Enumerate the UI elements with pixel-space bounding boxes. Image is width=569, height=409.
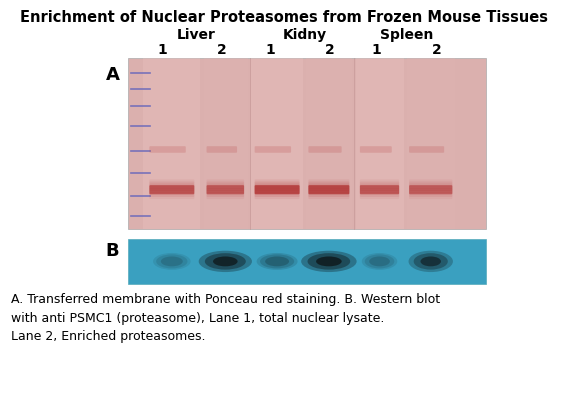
FancyBboxPatch shape — [254, 189, 299, 193]
FancyBboxPatch shape — [254, 184, 299, 189]
FancyBboxPatch shape — [360, 186, 399, 191]
Bar — [407, 59, 455, 229]
Ellipse shape — [199, 251, 252, 272]
Ellipse shape — [161, 257, 183, 267]
FancyBboxPatch shape — [308, 186, 349, 191]
Bar — [204, 59, 248, 229]
FancyBboxPatch shape — [149, 195, 194, 200]
Text: Spleen: Spleen — [380, 28, 434, 42]
Ellipse shape — [257, 253, 298, 270]
FancyBboxPatch shape — [149, 193, 194, 198]
FancyBboxPatch shape — [360, 193, 399, 198]
Text: Enrichment of Nuclear Proteasomes from Frozen Mouse Tissues: Enrichment of Nuclear Proteasomes from F… — [20, 10, 549, 25]
FancyBboxPatch shape — [254, 186, 299, 191]
FancyBboxPatch shape — [254, 193, 299, 198]
FancyBboxPatch shape — [360, 184, 399, 189]
FancyBboxPatch shape — [149, 186, 194, 191]
FancyBboxPatch shape — [308, 147, 341, 153]
FancyBboxPatch shape — [409, 189, 452, 193]
FancyBboxPatch shape — [409, 191, 452, 196]
FancyBboxPatch shape — [360, 182, 399, 187]
Ellipse shape — [260, 255, 294, 269]
FancyBboxPatch shape — [308, 184, 349, 189]
Ellipse shape — [213, 257, 238, 267]
Ellipse shape — [156, 255, 187, 269]
FancyBboxPatch shape — [409, 186, 452, 195]
Text: 2: 2 — [217, 43, 227, 57]
FancyBboxPatch shape — [149, 184, 194, 189]
FancyBboxPatch shape — [409, 193, 452, 198]
FancyBboxPatch shape — [409, 195, 452, 200]
Ellipse shape — [365, 255, 394, 269]
FancyBboxPatch shape — [207, 182, 244, 187]
FancyBboxPatch shape — [149, 147, 185, 153]
FancyBboxPatch shape — [207, 180, 244, 185]
FancyBboxPatch shape — [409, 147, 444, 153]
Ellipse shape — [369, 257, 390, 267]
FancyBboxPatch shape — [207, 195, 244, 200]
Bar — [128, 59, 486, 229]
FancyBboxPatch shape — [308, 195, 349, 200]
FancyBboxPatch shape — [254, 180, 299, 185]
FancyBboxPatch shape — [254, 195, 299, 200]
FancyBboxPatch shape — [308, 182, 349, 187]
FancyBboxPatch shape — [409, 184, 452, 189]
Ellipse shape — [420, 257, 441, 267]
Ellipse shape — [153, 253, 191, 270]
FancyBboxPatch shape — [149, 186, 194, 195]
FancyBboxPatch shape — [308, 191, 349, 196]
FancyBboxPatch shape — [308, 189, 349, 193]
Ellipse shape — [265, 257, 289, 267]
FancyBboxPatch shape — [254, 191, 299, 196]
Text: 2: 2 — [325, 43, 335, 57]
FancyBboxPatch shape — [149, 189, 194, 193]
Ellipse shape — [307, 254, 350, 270]
FancyBboxPatch shape — [207, 189, 244, 193]
Ellipse shape — [301, 251, 357, 272]
FancyBboxPatch shape — [207, 193, 244, 198]
Ellipse shape — [205, 254, 246, 270]
Text: 1: 1 — [265, 43, 275, 57]
FancyBboxPatch shape — [360, 186, 399, 195]
FancyBboxPatch shape — [149, 180, 194, 185]
FancyBboxPatch shape — [149, 191, 194, 196]
FancyBboxPatch shape — [360, 180, 399, 185]
Bar — [306, 59, 352, 229]
Text: A. Transferred membrane with Ponceau red staining. B. Western blot
with anti PSM: A. Transferred membrane with Ponceau red… — [11, 292, 440, 342]
Text: A: A — [106, 65, 119, 83]
FancyBboxPatch shape — [149, 182, 194, 187]
FancyBboxPatch shape — [254, 147, 291, 153]
FancyBboxPatch shape — [308, 193, 349, 198]
Text: B: B — [106, 241, 119, 259]
FancyBboxPatch shape — [254, 186, 299, 195]
FancyBboxPatch shape — [360, 195, 399, 200]
FancyBboxPatch shape — [207, 184, 244, 189]
Text: Kidny: Kidny — [282, 28, 327, 42]
Text: Liver: Liver — [177, 28, 216, 42]
Ellipse shape — [362, 253, 397, 270]
FancyBboxPatch shape — [409, 186, 452, 191]
FancyBboxPatch shape — [207, 191, 244, 196]
Ellipse shape — [409, 251, 453, 272]
FancyBboxPatch shape — [360, 191, 399, 196]
FancyBboxPatch shape — [308, 180, 349, 185]
Bar — [356, 59, 404, 229]
FancyBboxPatch shape — [207, 186, 244, 191]
Ellipse shape — [316, 257, 341, 267]
Text: 1: 1 — [157, 43, 167, 57]
FancyBboxPatch shape — [207, 186, 244, 195]
Ellipse shape — [414, 254, 448, 270]
Text: 2: 2 — [431, 43, 442, 57]
Text: 1: 1 — [372, 43, 382, 57]
FancyBboxPatch shape — [360, 147, 392, 153]
Bar — [128, 239, 486, 284]
FancyBboxPatch shape — [409, 182, 452, 187]
FancyBboxPatch shape — [308, 186, 349, 195]
Bar — [251, 59, 303, 229]
FancyBboxPatch shape — [409, 180, 452, 185]
Bar — [143, 59, 200, 229]
FancyBboxPatch shape — [360, 189, 399, 193]
FancyBboxPatch shape — [207, 147, 237, 153]
FancyBboxPatch shape — [254, 182, 299, 187]
